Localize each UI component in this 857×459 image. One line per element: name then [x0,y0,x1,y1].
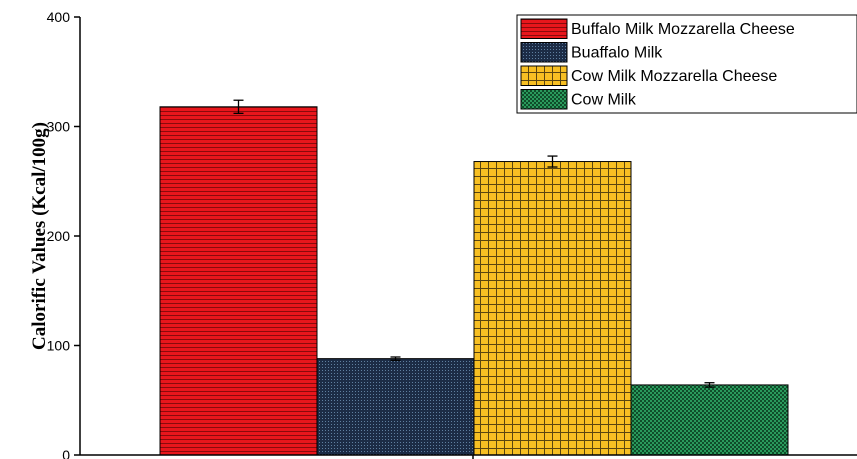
legend-label: Buaffalo Milk [571,45,663,62]
bars-group [159,106,789,456]
legend-swatch [520,42,568,63]
legend-swatch [520,89,568,110]
legend-swatch [520,18,568,39]
y-tick-label: 100 [47,338,71,354]
bar-buffalo-milk-mozzarella-cheese [159,106,318,456]
y-tick-label: 400 [47,9,71,25]
y-axis-title: Calorific Values (Kcal/100g) [29,122,50,350]
error-bar [704,382,715,388]
error-bar [547,155,558,168]
bar-cow-milk [630,384,789,456]
legend-box [516,14,857,114]
legend-label: Buffalo Milk Mozzarella Cheese [571,21,795,38]
bar-cow-milk-mozzarella-cheese [473,161,632,456]
legend: Buffalo Milk Mozzarella Cheese Buaffalo M… [516,14,857,114]
y-tick-label: 300 [47,119,71,135]
y-tick-label: 200 [47,228,71,244]
y-tick-label: 0 [62,447,70,459]
error-bars-group [233,99,715,388]
legend-label: Cow Milk Mozzarella Cheese [571,68,777,85]
bar-buaffalo-milk [316,358,475,456]
y-ticks: 0 100 200 300 400 [47,9,80,459]
error-bar [390,356,401,361]
error-bar [233,99,244,115]
legend-label: Cow Milk [571,92,637,109]
legend-swatch [520,65,568,86]
